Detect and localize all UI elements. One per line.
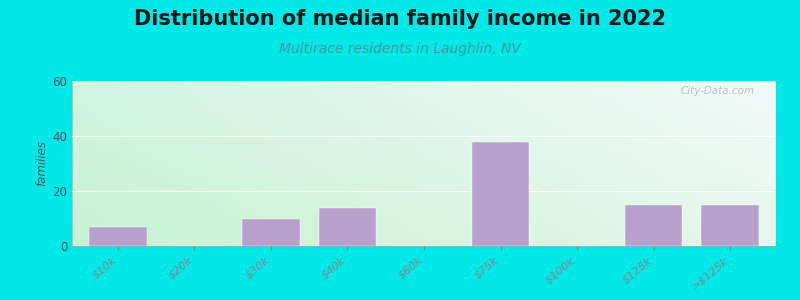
Bar xyxy=(242,218,300,246)
Bar xyxy=(90,227,146,246)
Bar xyxy=(702,205,758,246)
Text: Distribution of median family income in 2022: Distribution of median family income in … xyxy=(134,9,666,29)
Text: City-Data.com: City-Data.com xyxy=(681,86,755,96)
Bar xyxy=(318,208,376,246)
Bar xyxy=(472,142,530,246)
Bar xyxy=(625,205,682,246)
Y-axis label: families: families xyxy=(35,140,48,187)
Text: Multirace residents in Laughlin, NV: Multirace residents in Laughlin, NV xyxy=(279,42,521,56)
